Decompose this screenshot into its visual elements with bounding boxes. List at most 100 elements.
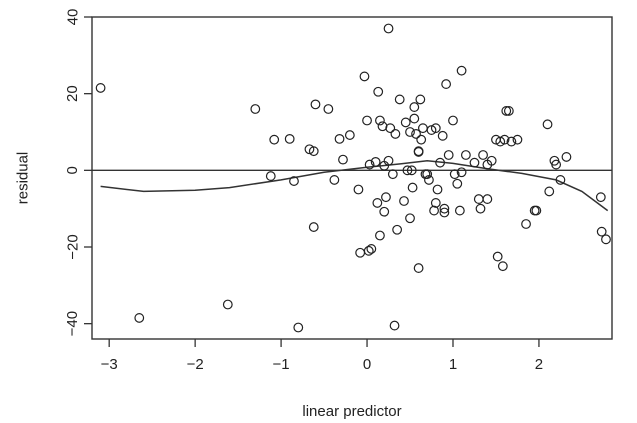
- data-points: [95, 23, 611, 333]
- data-point: [284, 133, 295, 144]
- data-point: [544, 186, 555, 197]
- data-point: [448, 115, 458, 126]
- data-point: [344, 130, 355, 140]
- data-point: [449, 169, 460, 180]
- data-point: [416, 134, 427, 145]
- data-point: [405, 127, 415, 137]
- data-point: [355, 247, 366, 258]
- data-point: [385, 123, 396, 134]
- x-tick-label: −3: [101, 356, 118, 373]
- data-point: [437, 130, 448, 141]
- data-point: [460, 150, 471, 160]
- data-point: [432, 184, 443, 195]
- data-point: [334, 133, 345, 144]
- data-point: [390, 129, 401, 139]
- data-point: [512, 134, 523, 145]
- data-point: [389, 320, 400, 331]
- data-point: [289, 176, 299, 186]
- data-point: [409, 113, 420, 124]
- data-point: [411, 129, 421, 139]
- data-point: [134, 313, 145, 323]
- data-point: [475, 203, 486, 214]
- data-point: [439, 207, 450, 218]
- x-tick-label: −2: [187, 356, 204, 373]
- x-tick-label: 1: [449, 356, 457, 373]
- y-tick-label: 0: [64, 166, 81, 174]
- data-point: [429, 205, 439, 216]
- data-point: [435, 157, 445, 168]
- plot-frame: [91, 16, 613, 340]
- y-axis: −40 −20 0 20 40: [64, 9, 92, 336]
- data-point: [422, 169, 433, 180]
- data-point: [338, 154, 348, 165]
- data-point: [418, 123, 428, 134]
- y-tick-label: −20: [64, 234, 81, 259]
- x-axis-title: linear predictor: [302, 403, 401, 420]
- data-point: [406, 165, 417, 176]
- data-point: [265, 171, 276, 181]
- y-tick-label: 20: [64, 85, 81, 102]
- data-point: [392, 224, 403, 235]
- data-point: [595, 192, 606, 203]
- data-point: [310, 99, 321, 110]
- data-point: [497, 261, 508, 272]
- data-point: [402, 165, 413, 176]
- data-point: [409, 102, 420, 112]
- data-point: [308, 146, 319, 157]
- data-point: [482, 194, 493, 204]
- data-point: [456, 65, 467, 76]
- y-tick-label: −40: [64, 311, 81, 336]
- data-point: [456, 167, 467, 178]
- data-point: [469, 157, 480, 168]
- data-point: [551, 159, 562, 170]
- data-point: [293, 322, 304, 333]
- data-point: [381, 192, 391, 203]
- data-point: [366, 244, 377, 254]
- data-point: [394, 94, 405, 105]
- data-point: [250, 104, 261, 114]
- data-point: [379, 206, 390, 217]
- data-point: [415, 94, 426, 105]
- data-point: [596, 226, 607, 237]
- data-point: [473, 194, 484, 204]
- x-axis: −3 −2 −1 0 1 2: [101, 339, 543, 373]
- data-point: [506, 136, 517, 147]
- data-point: [329, 175, 340, 185]
- data-point: [363, 245, 374, 256]
- data-point: [501, 106, 512, 116]
- data-point: [383, 23, 394, 34]
- data-point: [95, 83, 106, 93]
- y-axis-title: residual: [14, 152, 31, 205]
- data-point: [400, 117, 411, 128]
- data-point: [304, 144, 315, 155]
- data-point: [308, 222, 319, 232]
- data-point: [499, 134, 510, 145]
- data-point: [353, 184, 364, 195]
- data-point: [407, 182, 418, 193]
- y-tick-label: 40: [64, 9, 81, 26]
- data-point: [454, 205, 465, 216]
- data-point: [364, 159, 375, 170]
- data-point: [430, 123, 441, 134]
- data-point: [375, 115, 385, 126]
- data-point: [478, 150, 488, 160]
- x-tick-label: −1: [273, 356, 290, 373]
- data-point: [426, 125, 437, 135]
- data-point: [399, 196, 409, 206]
- data-point: [503, 106, 514, 116]
- data-point: [542, 119, 553, 130]
- data-point: [424, 175, 434, 185]
- data-point: [439, 203, 450, 214]
- data-point: [413, 147, 424, 157]
- data-point: [383, 155, 394, 166]
- data-point: [531, 205, 542, 216]
- data-point: [521, 219, 531, 229]
- data-point: [452, 178, 463, 189]
- data-point: [373, 86, 384, 97]
- data-point: [561, 152, 572, 162]
- data-point: [222, 299, 233, 310]
- data-point: [495, 136, 506, 147]
- data-point: [370, 156, 381, 167]
- data-point: [362, 115, 372, 126]
